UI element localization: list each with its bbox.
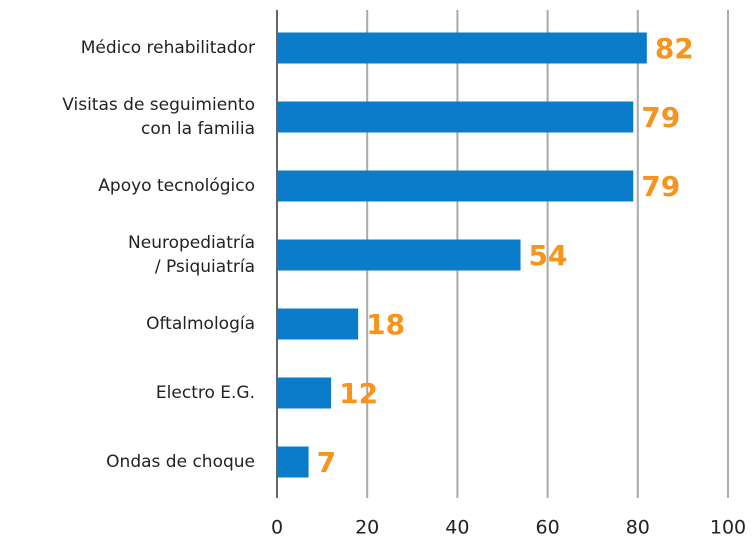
- bar: [277, 377, 332, 409]
- value-label: 79: [641, 101, 680, 134]
- bar: [277, 308, 359, 340]
- x-tick-label: 20: [355, 517, 379, 539]
- value-label: 54: [529, 239, 568, 272]
- x-tick-label: 40: [445, 517, 469, 539]
- bar: [277, 446, 309, 478]
- bar: [277, 239, 521, 271]
- bar: [277, 101, 634, 133]
- value-label: 79: [641, 170, 680, 203]
- x-tick-label: 100: [710, 517, 746, 539]
- value-label: 18: [366, 308, 405, 341]
- x-tick-label: 60: [536, 517, 560, 539]
- bar: [277, 170, 634, 202]
- category-label: Electro E.G.: [155, 383, 255, 403]
- category-label: Oftalmología: [146, 314, 255, 334]
- category-label: Apoyo tecnológico: [98, 176, 255, 196]
- category-label: Visitas de seguimiento con la familia: [62, 95, 255, 139]
- x-tick-label: 80: [626, 517, 650, 539]
- bar: [277, 32, 647, 64]
- value-label: 82: [655, 32, 694, 65]
- category-label: Ondas de choque: [106, 452, 255, 472]
- category-label: Neuropediatría / Psiquiatría: [128, 233, 255, 277]
- value-label: 7: [317, 446, 336, 479]
- category-label: Médico rehabilitador: [80, 38, 255, 58]
- x-tick-label: 0: [271, 517, 283, 539]
- value-label: 12: [339, 377, 378, 410]
